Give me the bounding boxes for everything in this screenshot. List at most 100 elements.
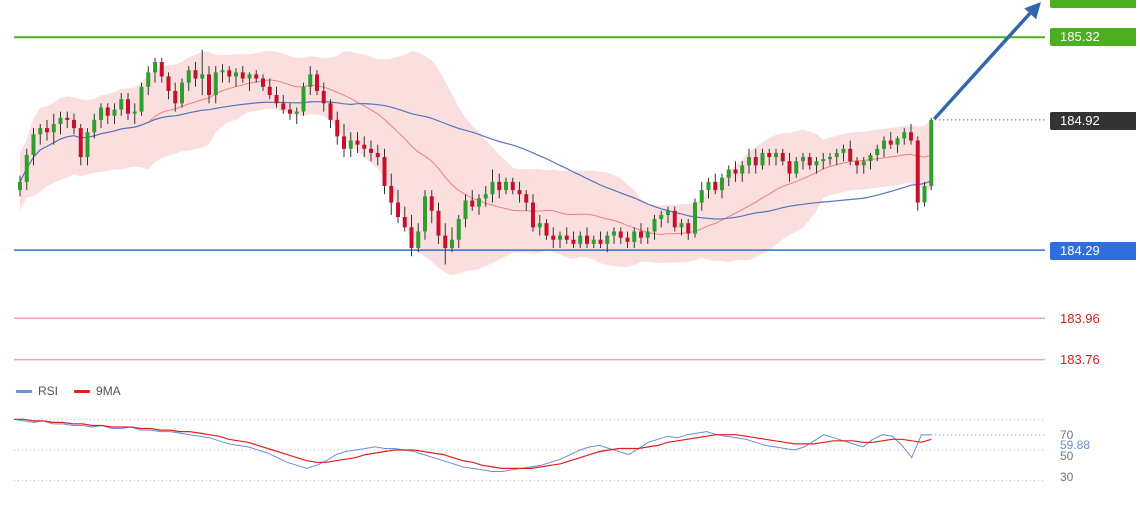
candle-body: [240, 72, 245, 79]
candle-body: [274, 95, 279, 104]
candle-body: [92, 119, 97, 133]
forecast-arrow: [933, 2, 1041, 120]
candle-body: [679, 223, 684, 228]
moving-averages: [19, 79, 932, 236]
candle-body: [112, 109, 117, 116]
legend-rsi-label: RSI: [38, 384, 59, 398]
candle-body: [888, 140, 893, 145]
candle-body: [726, 169, 731, 178]
candle-body: [308, 74, 313, 87]
candle-body: [531, 202, 535, 228]
candle-body: [423, 196, 427, 232]
candle-body: [625, 237, 630, 242]
candle-body: [895, 138, 900, 145]
candle-body: [288, 109, 292, 114]
candle-body: [402, 217, 407, 228]
candle-body: [618, 231, 623, 238]
candle-body: [335, 119, 340, 137]
legend-ma-label: 9MA: [96, 384, 121, 398]
candle-body: [247, 74, 252, 79]
candle-body: [666, 210, 670, 215]
candle-body: [193, 70, 198, 79]
candle-body: [706, 181, 711, 191]
candle-body: [767, 152, 772, 158]
rsi-tick-70: 70: [1060, 428, 1074, 442]
level1-price-label: 183.96: [1060, 311, 1100, 326]
candle-body: [544, 223, 549, 236]
candle-body: [436, 210, 441, 236]
candle-body: [551, 235, 556, 240]
candle-body: [227, 70, 232, 77]
candle-body: [234, 72, 238, 77]
candle-body: [578, 235, 583, 244]
candle-body: [281, 103, 286, 110]
candle-body: [814, 161, 819, 166]
rsi-9ma-line: [14, 418, 932, 469]
candle-body: [220, 70, 225, 73]
candle-body: [396, 202, 400, 217]
candle-body: [132, 111, 137, 114]
candle-body: [882, 140, 886, 149]
candle-body: [639, 231, 643, 238]
candle-body: [922, 186, 927, 203]
candle-body: [153, 62, 157, 73]
candle-body: [875, 148, 880, 155]
rsi-tick-50: 50: [1060, 449, 1074, 463]
candle-body: [915, 140, 920, 203]
legend-item-9ma: 9MA: [74, 384, 121, 398]
candle-body: [645, 231, 650, 238]
candle-body: [362, 144, 367, 149]
candle-body: [605, 235, 610, 244]
candle-body: [841, 148, 846, 153]
candle-body: [119, 99, 124, 110]
candle-body: [470, 200, 475, 207]
candle-body: [99, 107, 103, 120]
candle-body: [659, 214, 664, 220]
candle-body: [78, 128, 83, 158]
candle-body: [186, 70, 191, 83]
ma-swatch: [74, 389, 91, 393]
candle-body: [713, 181, 718, 191]
forecast-arrow-head: [1024, 2, 1041, 20]
candle-body: [382, 157, 387, 186]
candle-body: [558, 235, 562, 240]
candle-body: [720, 177, 724, 191]
candle-body: [375, 152, 380, 158]
candle-body: [861, 161, 866, 166]
candle-body: [126, 99, 130, 114]
candle-body: [787, 161, 792, 174]
candle-body: [929, 119, 934, 186]
candle-body: [45, 128, 49, 133]
candle-body: [173, 90, 178, 104]
candle-body: [315, 74, 319, 91]
resistance-price-label: 185.32: [1050, 28, 1136, 46]
last-price-label: 184.92: [1050, 112, 1136, 130]
candle-body: [321, 90, 326, 104]
candle-body: [146, 72, 151, 87]
candle-body: [443, 235, 448, 248]
candle-body: [794, 161, 799, 174]
candle-body: [828, 157, 832, 160]
candle-body: [483, 194, 488, 199]
candle-body: [571, 239, 576, 244]
candle-body: [429, 196, 434, 211]
candle-body: [328, 103, 333, 120]
candle-body: [517, 190, 522, 195]
candle-body: [497, 181, 502, 191]
rsi-panel: [13, 418, 1045, 482]
candle-body: [348, 140, 353, 149]
candle-body: [180, 82, 184, 104]
candle-body: [490, 181, 495, 195]
candle-body: [753, 157, 758, 166]
candle-body: [591, 239, 596, 244]
rsi-swatch: [16, 389, 32, 393]
candle-body: [51, 124, 56, 133]
candle-body: [416, 231, 421, 248]
candle-body: [686, 223, 691, 234]
candle-body: [294, 111, 299, 114]
bollinger-middle-line: [19, 79, 932, 236]
forecast-arrow-shaft: [933, 8, 1035, 120]
candle-body: [267, 86, 272, 96]
